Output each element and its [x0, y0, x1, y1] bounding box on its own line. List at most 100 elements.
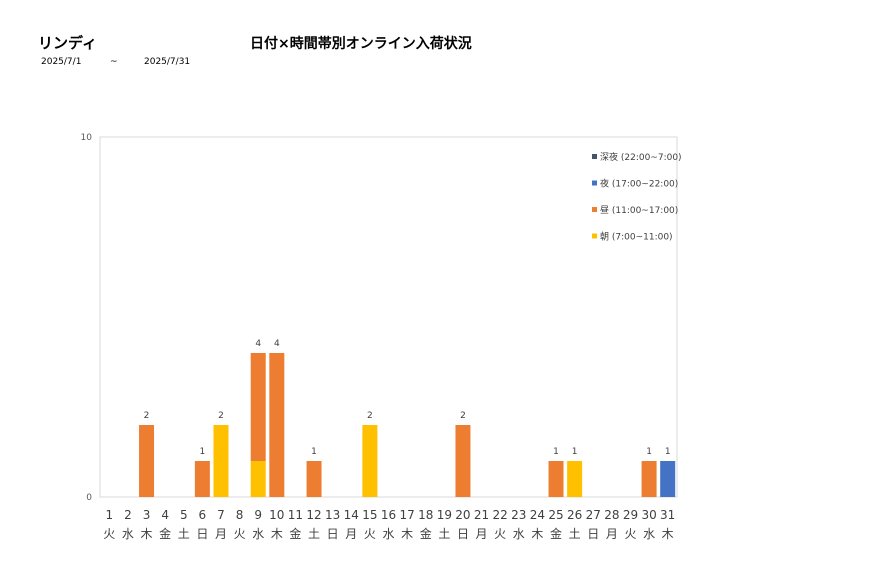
x-tick-label-day: 18: [418, 508, 433, 522]
x-tick-label-day: 14: [344, 508, 359, 522]
x-tick-label-weekday: 日: [327, 527, 339, 541]
data-label: 1: [646, 447, 652, 457]
x-tick-label-day: 31: [660, 508, 675, 522]
x-tick-label-weekday: 木: [531, 527, 543, 541]
x-tick-label-weekday: 水: [122, 527, 134, 541]
x-tick-label-day: 11: [288, 508, 303, 522]
x-tick-label-day: 20: [455, 508, 470, 522]
bar-segment-day-day-9: [250, 353, 266, 461]
x-tick-label-weekday: 火: [494, 527, 506, 541]
bar-segment-night-day-31: [660, 461, 676, 497]
bar-segment-morning-day-26: [567, 461, 583, 497]
x-tick-label-day: 8: [236, 508, 244, 522]
x-tick-label-weekday: 土: [569, 527, 581, 541]
page-title: 日付×時間帯別オンライン入荷状況: [250, 36, 472, 52]
x-tick-label-weekday: 金: [420, 526, 432, 541]
bar-segment-day-day-25: [548, 461, 564, 497]
x-tick-label-weekday: 月: [215, 527, 227, 541]
legend-swatch-day: [592, 207, 597, 212]
data-label: 2: [367, 411, 373, 421]
x-tick-label-weekday: 日: [587, 527, 599, 541]
x-tick-label-day: 29: [623, 508, 638, 522]
data-label: 2: [144, 411, 150, 421]
x-tick-label-day: 26: [567, 508, 582, 522]
x-tick-label-weekday: 水: [252, 527, 264, 541]
x-tick-label-weekday: 日: [457, 527, 469, 541]
legend-swatch-morning: [592, 233, 597, 239]
x-tick-label-day: 6: [199, 508, 207, 522]
x-tick-label-day: 4: [161, 508, 169, 522]
x-tick-label-day: 10: [269, 508, 284, 522]
x-tick-label-day: 2: [124, 508, 132, 522]
x-tick-label-day: 13: [325, 508, 340, 522]
x-tick-label-weekday: 木: [662, 527, 674, 541]
data-label: 1: [553, 447, 559, 457]
x-tick-label-day: 30: [641, 508, 656, 522]
shop-name: リンディ: [38, 34, 97, 52]
x-tick-label-weekday: 木: [271, 527, 283, 541]
x-tick-label-weekday: 水: [643, 527, 655, 541]
data-label: 2: [218, 411, 224, 421]
x-tick-label-day: 27: [586, 508, 601, 522]
bar-segment-day-day-30: [641, 461, 657, 497]
x-tick-label-weekday: 木: [141, 527, 153, 541]
x-tick-label-weekday: 水: [513, 527, 525, 541]
plot-area-border: [99, 136, 678, 498]
x-tick-label-weekday: 火: [103, 527, 115, 541]
data-label: 1: [572, 447, 578, 457]
y-tick-label: 10: [81, 133, 93, 143]
x-tick-label-weekday: 土: [178, 527, 190, 541]
data-label: 4: [274, 339, 280, 349]
bar-segment-morning-day-9: [250, 461, 266, 497]
x-tick-label-day: 5: [180, 508, 188, 522]
x-tick-label-weekday: 土: [308, 527, 320, 541]
x-tick-label-day: 17: [399, 508, 414, 522]
bar-segment-day-day-20: [455, 425, 471, 497]
data-label: 1: [665, 447, 671, 457]
date-range-separator: ~: [110, 57, 118, 67]
legend-swatch-late_night: [592, 154, 597, 159]
x-tick-label-day: 1: [105, 508, 113, 522]
legend-label-morning: 朝 (7:00~11:00): [600, 232, 673, 243]
bar-segment-morning-day-7: [213, 425, 229, 497]
x-tick-label-weekday: 金: [289, 526, 301, 541]
x-tick-label-day: 15: [362, 508, 377, 522]
legend-label-day: 昼 (11:00~17:00): [600, 205, 678, 216]
x-tick-label-weekday: 水: [382, 527, 394, 541]
x-tick-label-weekday: 月: [606, 527, 618, 541]
x-tick-label-day: 7: [217, 508, 225, 522]
date-range-start: 2025/7/1: [41, 57, 82, 67]
x-tick-label-day: 3: [143, 508, 151, 522]
legend-swatch-night: [592, 180, 597, 186]
x-tick-label-weekday: 月: [345, 527, 357, 541]
data-label: 4: [255, 339, 261, 349]
x-tick-label-day: 12: [306, 508, 321, 522]
x-tick-label-weekday: 金: [550, 526, 562, 541]
data-label: 1: [311, 447, 317, 457]
x-tick-label-day: 25: [548, 508, 563, 522]
data-label: 2: [460, 411, 466, 421]
bar-segment-morning-day-15: [362, 425, 378, 497]
bar-segment-day-day-10: [269, 353, 285, 497]
x-tick-label-day: 16: [381, 508, 396, 522]
bar-segment-day-day-12: [306, 461, 322, 497]
x-tick-label-weekday: 木: [401, 527, 413, 541]
data-label: 1: [200, 447, 206, 457]
bar-segment-day-day-3: [139, 425, 155, 497]
y-tick-label: 0: [86, 493, 92, 503]
x-tick-label-weekday: 火: [234, 527, 246, 541]
x-tick-label-day: 24: [530, 508, 545, 522]
x-tick-label-day: 28: [604, 508, 619, 522]
x-tick-label-day: 22: [493, 508, 508, 522]
date-range-end: 2025/7/31: [144, 57, 191, 67]
x-tick-label-day: 21: [474, 508, 489, 522]
x-tick-label-weekday: 土: [438, 527, 450, 541]
x-tick-label-weekday: 火: [364, 527, 376, 541]
legend-label-night: 夜 (17:00~22:00): [600, 178, 678, 190]
legend-label-late_night: 深夜 (22:00~7:00): [600, 151, 682, 163]
x-tick-label-weekday: 日: [196, 527, 208, 541]
x-tick-label-weekday: 月: [476, 527, 488, 541]
x-tick-label-weekday: 金: [159, 526, 171, 541]
bar-segment-day-day-6: [194, 461, 210, 497]
x-tick-label-weekday: 火: [624, 527, 636, 541]
